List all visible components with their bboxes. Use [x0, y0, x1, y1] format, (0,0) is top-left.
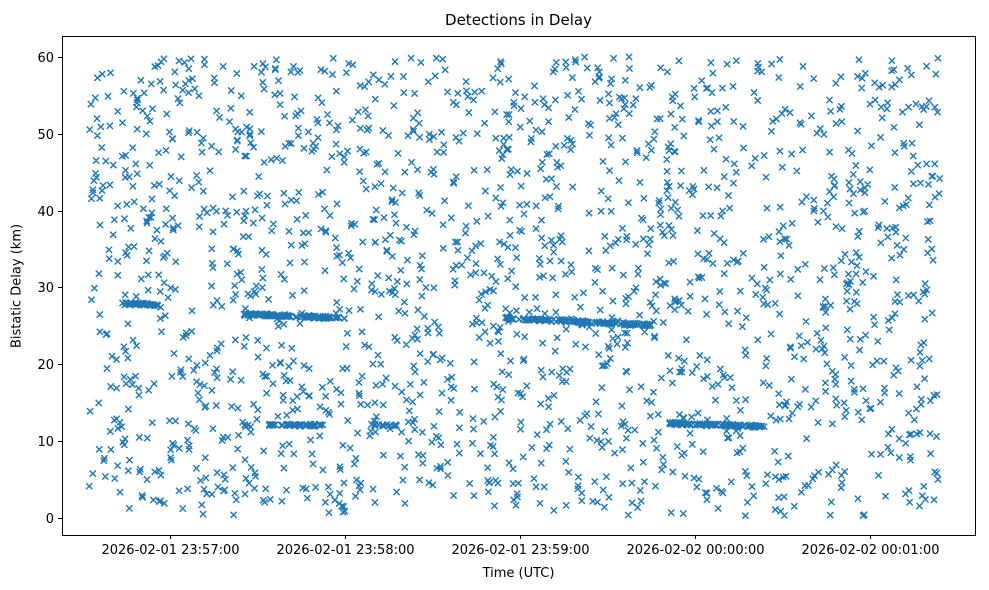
x-axis-label: Time (UTC)	[482, 566, 555, 581]
svg-text:50: 50	[37, 128, 54, 143]
svg-text:2026-02-01 23:57:00: 2026-02-01 23:57:00	[101, 543, 239, 558]
svg-text:60: 60	[37, 51, 54, 66]
svg-text:20: 20	[37, 358, 54, 373]
svg-text:10: 10	[37, 435, 54, 450]
svg-text:30: 30	[37, 281, 54, 296]
svg-text:2026-02-02 00:00:00: 2026-02-02 00:00:00	[626, 543, 764, 558]
svg-text:2026-02-01 23:58:00: 2026-02-01 23:58:00	[276, 543, 414, 558]
svg-text:0: 0	[46, 512, 54, 527]
svg-text:2026-02-02 00:01:00: 2026-02-02 00:01:00	[801, 543, 939, 558]
svg-text:40: 40	[37, 205, 54, 220]
chart-title: Detections in Delay	[445, 11, 592, 29]
svg-text:2026-02-01 23:59:00: 2026-02-01 23:59:00	[451, 543, 589, 558]
